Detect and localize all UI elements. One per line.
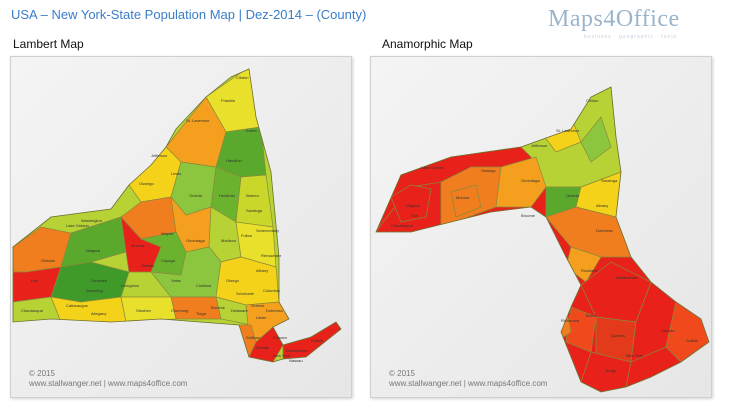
lambert-county-label: Washington: [81, 218, 102, 223]
anamorphic-county-label: Oswego: [481, 168, 496, 173]
lambert-county-label: Cortland: [196, 283, 211, 288]
anamorphic-county-label: Niagara: [406, 203, 421, 208]
maps4office-logo: Maps4Office business · geographic · tool…: [548, 4, 720, 48]
anamorphic-county-label: Rockland: [581, 268, 598, 273]
lambert-county-label: Saratoga: [246, 208, 263, 213]
anamorphic-county-label: Onondaga: [521, 178, 540, 183]
anamorphic-county-label: Dutchess: [596, 228, 613, 233]
lambert-links: www.stallwanger.net | www.maps4office.co…: [29, 379, 188, 388]
anamorphic-county-label: Oneida: [566, 193, 580, 198]
anamorphic-county-label: Broome: [521, 213, 536, 218]
lambert-county-label: Warren: [246, 193, 259, 198]
lambert-county-label: Dutchess: [266, 308, 283, 313]
lambert-county-label: Schenectady: [256, 228, 279, 233]
anamorphic-map: Clinton St. Lawrence Jefferson Lake Ontario…: [375, 86, 710, 393]
lambert-county-label: Albany: [256, 268, 268, 273]
logo-subtitle: business · geographic · tools: [584, 34, 677, 40]
anamorphic-map-label: Anamorphic Map: [382, 37, 473, 51]
lambert-county-label: Putnam: [273, 335, 287, 340]
anamorphic-county-label: Clinton: [586, 98, 598, 103]
lambert-county-label: Sullivan: [246, 335, 260, 340]
lambert-county-label: Lake Ontario: [66, 223, 90, 228]
lambert-county-label: Oswego: [139, 181, 154, 186]
anamorphic-copyright: © 2015: [389, 369, 415, 378]
lambert-county-label: Madison: [221, 238, 236, 243]
lambert-county-label: Westchester: [286, 348, 309, 353]
lambert-county-label: Monroe: [131, 243, 145, 248]
anamorphic-county-label: Chautauqua: [391, 223, 414, 228]
anamorphic-county-label: Bronx: [586, 313, 596, 318]
anamorphic-links: www.stallwanger.net | www.maps4office.co…: [389, 379, 548, 388]
lambert-map: Clinton Franklin St. Lawrence Essex Jefferso…: [11, 68, 342, 363]
lambert-county-label: Niagara: [86, 248, 101, 253]
lambert-county-label: Suffolk: [311, 338, 323, 343]
anamorphic-county-label: St. Lawrence: [556, 128, 580, 133]
lambert-county-label: Onondaga: [186, 238, 205, 243]
lambert-county-label: Wyoming: [86, 288, 103, 293]
anamorphic-county-label: New York: [626, 353, 643, 358]
lambert-county-label: Cayuga: [161, 258, 176, 263]
lambert-county-label: Schoharie: [236, 291, 255, 296]
lambert-county-label: Genesee: [91, 278, 108, 283]
lambert-county-label: Greene: [251, 303, 265, 308]
lambert-county-label: Oneida: [189, 193, 203, 198]
lambert-county-label: Ulster: [256, 315, 267, 320]
lambert-county-label: Wayne: [161, 231, 174, 236]
lambert-county-label: Hamilton: [226, 158, 242, 163]
lambert-county-label: Cattaraugus: [66, 303, 88, 308]
anamorphic-county-label: Saratoga: [601, 178, 618, 183]
logo-text: Maps4Office: [548, 6, 680, 32]
lambert-county-label: Columbia: [263, 288, 281, 293]
lambert-copyright: © 2015: [29, 369, 55, 378]
lambert-county-label: Fulton: [241, 233, 252, 238]
lambert-county-label: Orange: [256, 345, 270, 350]
lambert-county-label: Lewis: [171, 171, 181, 176]
lambert-map-label: Lambert Map: [13, 37, 84, 51]
anamorphic-county-label: Suffolk: [686, 338, 698, 343]
anamorphic-county-label: Jefferson: [531, 143, 547, 148]
lambert-county-label: Allegany: [91, 311, 106, 316]
lambert-county-label: Herkimer: [219, 193, 236, 198]
lambert-county-label: Chemung: [171, 308, 188, 313]
anamorphic-county-label: Kings: [606, 368, 616, 373]
lambert-county-label: New York: [273, 353, 290, 358]
lambert-county-label: Delaware: [231, 308, 249, 313]
lambert-county-label: Orleans: [41, 258, 55, 263]
lambert-county-label: Livingston: [121, 283, 139, 288]
anamorphic-county-label: Richmond: [561, 318, 579, 323]
anamorphic-county-label: Lake Ontario: [421, 165, 445, 170]
lambert-county-label: Ontario: [141, 263, 155, 268]
lambert-county-label: Rensselaer: [261, 253, 282, 258]
lambert-county-label: Clinton: [236, 75, 248, 80]
lambert-county-label: Tioga: [196, 311, 207, 316]
page-title: USA – New York-State Population Map | De…: [11, 7, 367, 22]
lambert-county-label: Otsego: [226, 278, 240, 283]
lambert-county-label: Steuben: [136, 308, 151, 313]
anamorphic-county-label: Albany: [596, 203, 608, 208]
lambert-county-label: Nassau: [289, 358, 303, 363]
anamorphic-county-label: Erie: [411, 213, 419, 218]
lambert-county-label: Chautauqua: [21, 308, 44, 313]
anamorphic-county-label: Queens: [611, 333, 625, 338]
anamorphic-county-label: Westchester: [616, 275, 639, 280]
anamorphic-footer: © 2015 www.stallwanger.net | www.maps4of…: [389, 369, 547, 389]
lambert-footer: © 2015 www.stallwanger.net | www.maps4of…: [29, 369, 187, 389]
lambert-map-panel: Clinton Franklin St. Lawrence Essex Jefferso…: [10, 56, 352, 398]
lambert-county-label: Broome: [211, 305, 226, 310]
anamorphic-map-panel: Clinton St. Lawrence Jefferson Lake Ontario…: [370, 56, 712, 398]
lambert-county-label: Jefferson: [151, 153, 167, 158]
lambert-county-label: Yates: [171, 278, 181, 283]
lambert-county-label: Erie: [31, 278, 39, 283]
anamorphic-county-label: Monroe: [456, 195, 470, 200]
lambert-county-label: St. Lawrence: [186, 118, 210, 123]
lambert-county-label: Essex: [246, 128, 257, 133]
lambert-county-label: Franklin: [221, 98, 235, 103]
anamorphic-county-label: Nassau: [661, 328, 675, 333]
